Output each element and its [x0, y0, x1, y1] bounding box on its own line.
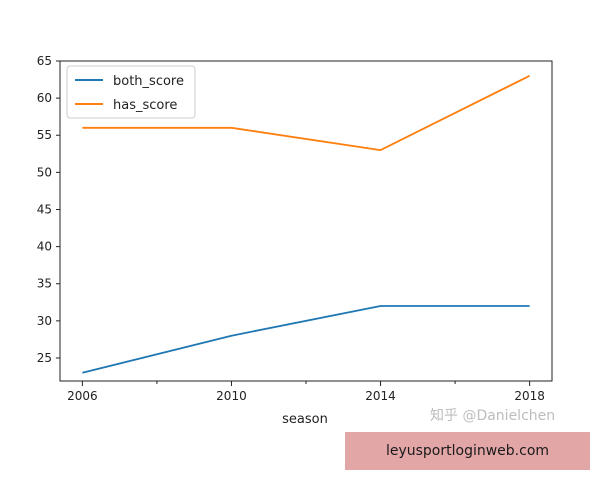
legend-label-has-score: has_score [113, 98, 177, 113]
banner-text: leyusportloginweb.com [385, 443, 550, 459]
y-tick-label: 55 [37, 128, 52, 142]
legend-label-both-score: both_score [113, 74, 184, 89]
x-tick-label: 2018 [514, 389, 545, 403]
x-tick-label: 2014 [365, 389, 396, 403]
y-tick-label: 60 [37, 91, 52, 105]
legend: both_score has_score [66, 65, 196, 119]
series-layer [82, 74, 531, 374]
y-tick-label: 25 [37, 351, 52, 365]
x-tick-label: 2006 [67, 389, 98, 403]
y-tick-label: 35 [37, 277, 52, 291]
y-axis: 25 30 35 40 45 50 55 60 65 [37, 54, 60, 365]
series-line-both-score [82, 305, 530, 374]
series-line-has-score [82, 74, 531, 152]
site-banner: leyusportloginweb.com [345, 432, 590, 470]
y-tick-label: 40 [37, 240, 52, 254]
y-tick-label: 45 [37, 202, 52, 216]
watermark: 知乎 @Danielchen [430, 407, 555, 424]
y-tick-label: 30 [37, 314, 52, 328]
x-tick-label: 2010 [216, 389, 247, 403]
x-axis: 2006 2010 2014 2018 [67, 381, 545, 403]
x-axis-title: season [282, 412, 328, 427]
y-tick-label: 65 [37, 54, 52, 68]
y-tick-label: 50 [37, 165, 52, 179]
